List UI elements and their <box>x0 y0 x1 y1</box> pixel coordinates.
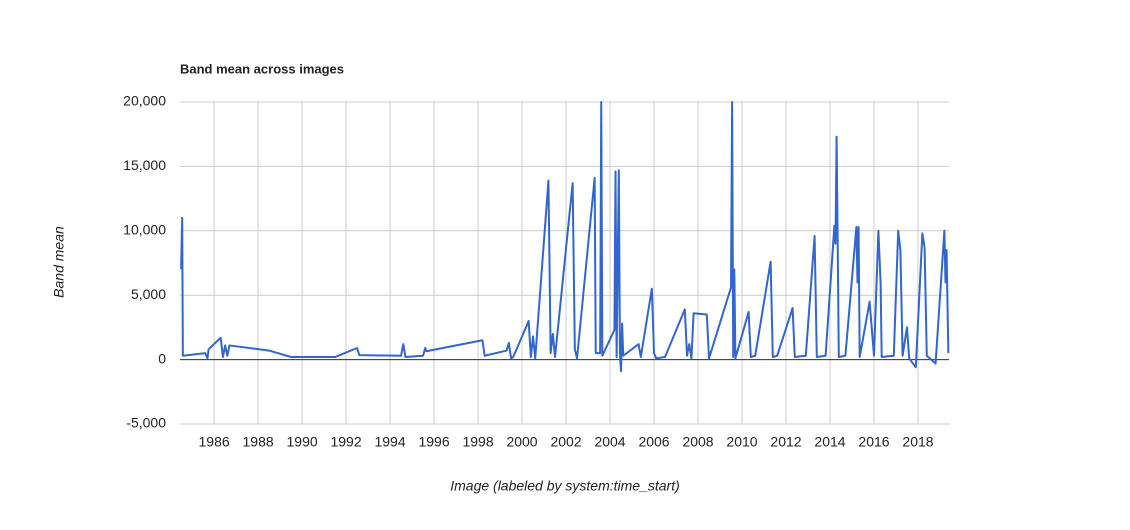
y-tick-label: -5,000 <box>126 415 166 431</box>
x-tick-label: 1994 <box>374 434 405 450</box>
chart-title: Band mean across images <box>180 61 344 76</box>
x-tick-label: 1998 <box>462 434 493 450</box>
x-tick-label: 2012 <box>770 434 801 450</box>
y-tick-label: 20,000 <box>123 93 166 109</box>
x-tick-label: 2004 <box>594 434 625 450</box>
x-tick-label: 2016 <box>858 434 889 450</box>
x-axis-label: Image (labeled by system:time_start) <box>450 478 680 494</box>
x-tick-label: 2010 <box>726 434 757 450</box>
y-tick-label: 10,000 <box>123 222 166 238</box>
x-tick-label: 2014 <box>814 434 845 450</box>
data-line <box>180 101 950 373</box>
y-axis-label: Band mean <box>51 226 67 298</box>
y-tick-label: 15,000 <box>123 157 166 173</box>
x-tick-label: 2018 <box>902 434 933 450</box>
x-tick-label: 1986 <box>199 434 230 450</box>
x-tick-label: 1996 <box>418 434 449 450</box>
y-tick-label: 5,000 <box>131 286 166 302</box>
x-tick-label: 2008 <box>682 434 713 450</box>
x-tick-label: 1992 <box>330 434 361 450</box>
x-tick-label: 1988 <box>243 434 274 450</box>
x-tick-label: 2000 <box>506 434 537 450</box>
y-tick-label: 0 <box>158 350 166 366</box>
x-tick-label: 2006 <box>638 434 669 450</box>
x-tick-label: 1990 <box>287 434 318 450</box>
x-tick-label: 2002 <box>550 434 581 450</box>
